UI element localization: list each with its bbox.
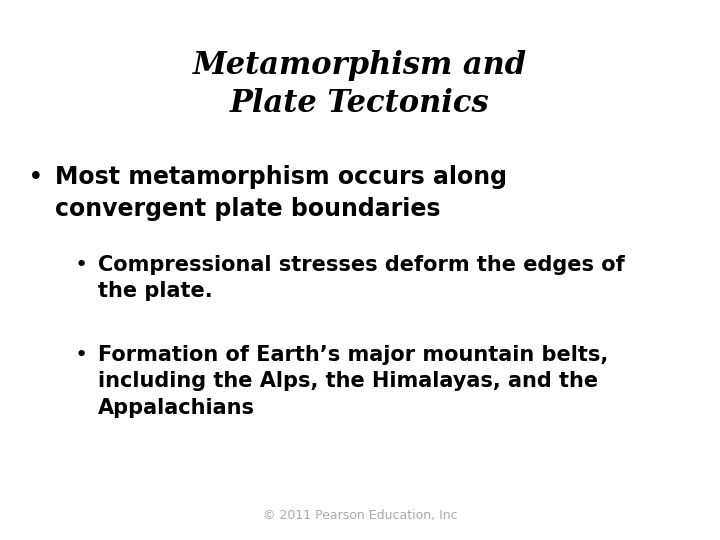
- Text: Formation of Earth’s major mountain belts,
including the Alps, the Himalayas, an: Formation of Earth’s major mountain belt…: [98, 345, 608, 418]
- Text: •: •: [75, 255, 89, 275]
- Text: •: •: [28, 165, 44, 191]
- Text: © 2011 Pearson Education, Inc: © 2011 Pearson Education, Inc: [263, 509, 457, 522]
- Text: Most metamorphism occurs along
convergent plate boundaries: Most metamorphism occurs along convergen…: [55, 165, 507, 221]
- Text: Metamorphism and
Plate Tectonics: Metamorphism and Plate Tectonics: [193, 50, 527, 119]
- Text: Compressional stresses deform the edges of
the plate.: Compressional stresses deform the edges …: [98, 255, 625, 301]
- Text: •: •: [75, 345, 89, 365]
